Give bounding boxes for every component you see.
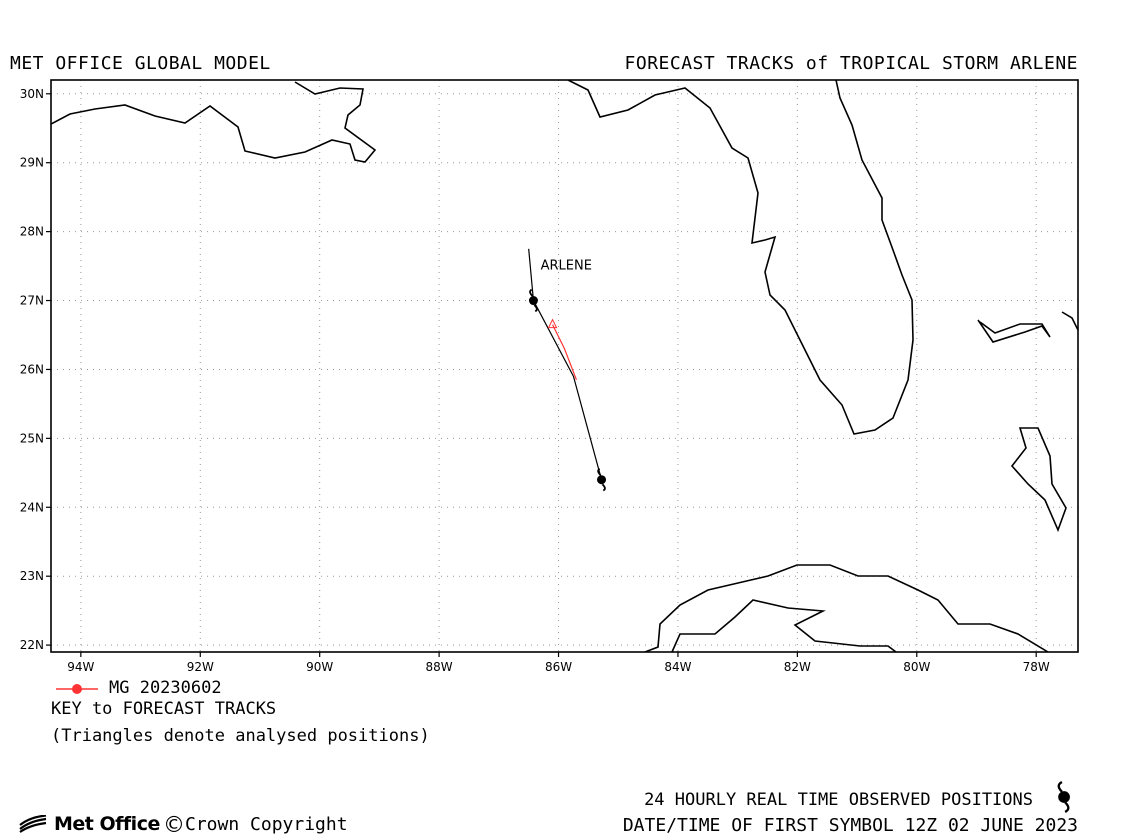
coastline-cuba-inner [671,599,897,652]
lat-tick-label: 22N [20,638,44,652]
copyright-text: Crown Copyright [185,814,348,835]
coastline-bahamas-andros [1010,427,1067,533]
coastline-bahamas-grand [977,319,1051,343]
lat-tick-label: 30N [20,87,44,101]
lon-tick-label: 78W [1023,660,1050,674]
lat-tick-label: 26N [20,362,44,376]
legend-run-label: MG 20230602 [109,678,222,698]
lon-tick-label: 80W [903,660,930,674]
first-symbol-datetime: DATE/TIME OF FIRST SYMBOL 12Z 02 JUNE 20… [622,815,1078,836]
legend-run-symbol [56,684,98,694]
lon-tick-label: 92W [187,660,214,674]
met-office-logo: Met Office [18,813,160,835]
lon-tick-label: 90W [306,660,333,674]
lat-tick-label: 25N [20,431,44,445]
hurricane-symbol-icon [1057,781,1070,813]
brand-name: Met Office [54,813,160,835]
copyright-symbol: © [163,813,185,838]
observed-track-line [528,248,603,480]
lat-tick-label: 29N [20,156,44,170]
chart-title: FORECAST TRACKS of TROPICAL STORM ARLENE [624,53,1078,74]
observed-positions-note: 24 HOURLY REAL TIME OBSERVED POSITIONS [644,790,1033,810]
legend-key-note: (Triangles denote analysed positions) [51,726,430,746]
met-office-swoosh-icon [19,815,47,833]
lat-tick-label: 23N [20,569,44,583]
lon-tick-label: 84W [664,660,691,674]
lon-tick-label: 82W [784,660,811,674]
coastline-bahamas-east [1061,311,1078,331]
model-title: MET OFFICE GLOBAL MODEL [10,53,271,74]
lon-tick-label: 88W [426,660,453,674]
storm-tracks: ARLENE [527,248,608,492]
plot-frame [50,79,1079,653]
map-gridlines [51,80,1078,652]
coastline-florida [567,80,914,435]
lat-tick-label: 24N [20,500,44,514]
storm-name-label: ARLENE [541,259,592,274]
lat-tick-label: 27N [20,294,44,308]
coastline-louisiana [51,81,377,163]
coastline-cuba-north [644,564,1049,652]
coastlines [51,80,1078,652]
analysed-position-triangle [547,318,558,329]
axis-ticks: 30N 29N 28N 27N 26N 25N 24N 23N 22N 94W 92W 90W 88W 8… [20,87,1050,674]
lon-tick-label: 86W [545,660,572,674]
forecast-track-line [552,324,578,380]
legend-key-title: KEY to FORECAST TRACKS [51,699,277,719]
observed-position-symbol [527,288,540,313]
copyright-notice: ©Crown Copyright [163,813,348,838]
lat-tick-label: 28N [20,225,44,239]
lon-tick-label: 94W [67,660,94,674]
observed-position-symbol [595,467,608,492]
